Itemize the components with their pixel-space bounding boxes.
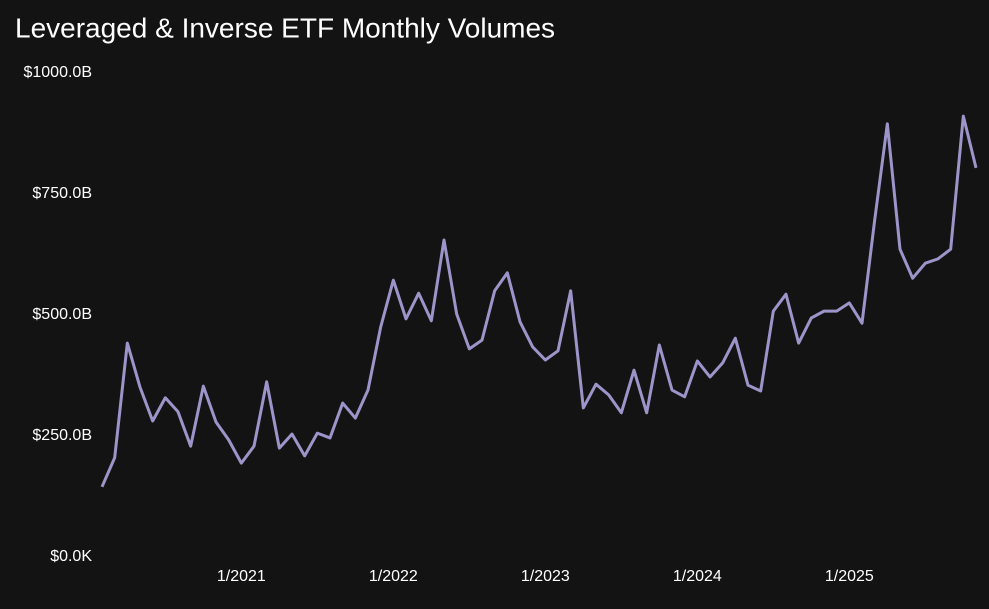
x-tick-label: 1/2022: [369, 568, 418, 585]
x-tick-label: 1/2025: [825, 568, 874, 585]
data-line: [100, 114, 978, 488]
y-tick-label: $750.0B: [32, 185, 92, 202]
chart-title: Leveraged & Inverse ETF Monthly Volumes: [15, 12, 555, 43]
y-tick-label: $500.0B: [32, 306, 92, 323]
x-tick-label: 1/2023: [521, 568, 570, 585]
x-tick-label: 1/2024: [673, 568, 722, 585]
y-tick-label: $0.0K: [50, 548, 92, 565]
y-tick-label: $1000.0B: [23, 64, 92, 81]
y-tick-label: $250.0B: [32, 427, 92, 444]
x-tick-label: 1/2021: [217, 568, 266, 585]
